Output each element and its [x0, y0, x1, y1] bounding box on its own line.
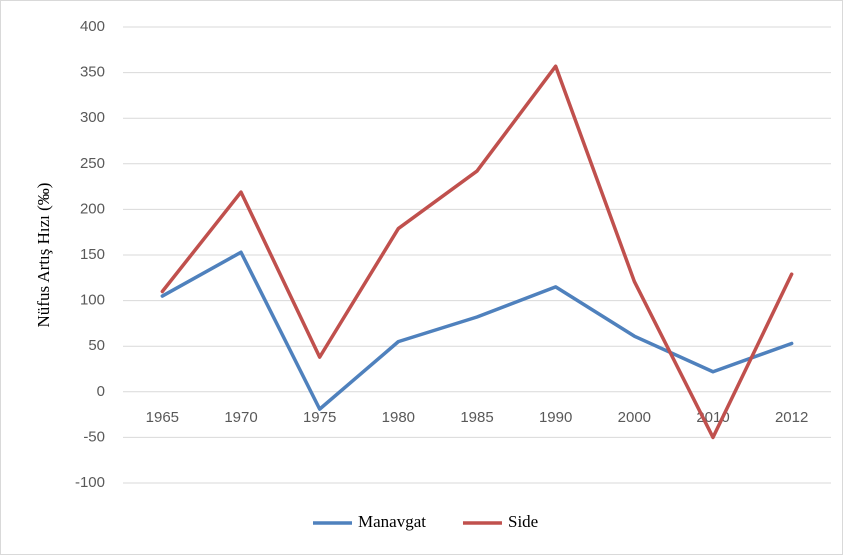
y-tick-label: -100	[75, 474, 105, 491]
y-tick-label: 300	[80, 109, 105, 126]
x-tick-label: 2000	[618, 409, 651, 426]
y-tick-label: 200	[80, 200, 105, 217]
x-tick-label: 1965	[146, 409, 179, 426]
x-tick-label: 1990	[539, 409, 572, 426]
x-tick-label: 1970	[224, 409, 257, 426]
y-tick-label: 0	[97, 383, 105, 400]
y-tick-label: 100	[80, 292, 105, 309]
legend-label: Manavgat	[358, 512, 426, 531]
y-tick-label: 350	[80, 64, 105, 81]
x-tick-label: 1975	[303, 409, 336, 426]
y-tick-label: 400	[80, 18, 105, 35]
legend-label: Side	[508, 512, 538, 531]
y-tick-label: -50	[83, 428, 105, 445]
y-tick-label: 250	[80, 155, 105, 172]
y-axis-title: Nüfus Artış Hızı (‰)	[34, 183, 53, 328]
x-tick-label: 2012	[775, 409, 808, 426]
y-tick-label: 150	[80, 246, 105, 263]
y-tick-label: 50	[88, 337, 105, 354]
data-line	[160, 64, 794, 440]
data-line	[160, 250, 794, 411]
x-tick-label: 1985	[460, 409, 493, 426]
x-tick-label: 1980	[382, 409, 415, 426]
